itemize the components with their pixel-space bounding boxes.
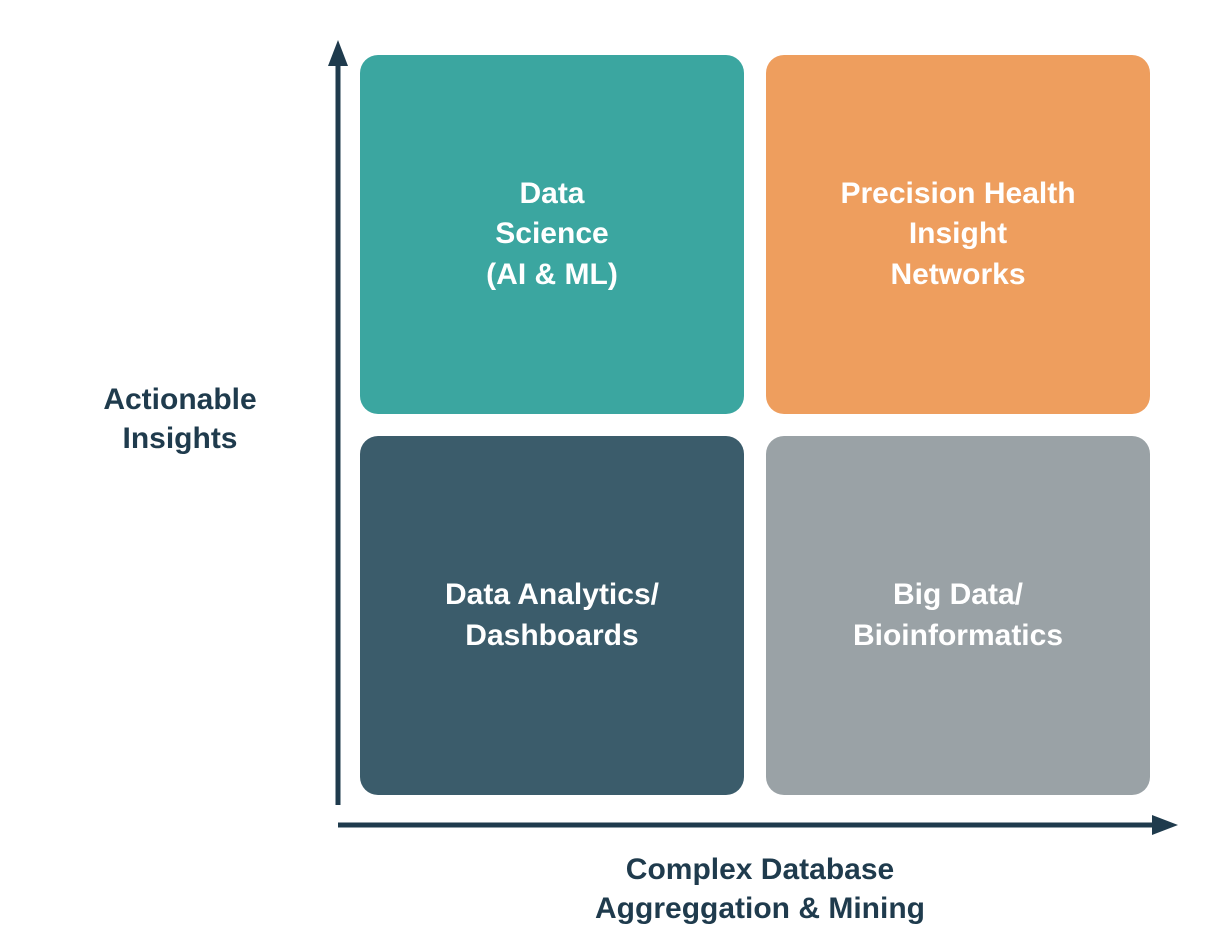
quadrant-bottom-left: Data Analytics/ Dashboards <box>360 436 744 795</box>
quadrant-grid: Data Science (AI & ML) Precision Health … <box>360 55 1150 795</box>
quadrant-bottom-right: Big Data/ Bioinformatics <box>766 436 1150 795</box>
y-axis-arrowhead-icon <box>328 40 348 66</box>
quadrant-top-left: Data Science (AI & ML) <box>360 55 744 414</box>
quadrant-top-right: Precision Health Insight Networks <box>766 55 1150 414</box>
x-axis-label: Complex Database Aggreggation & Mining <box>370 850 1150 928</box>
quadrant-diagram: Actionable Insights Complex Database Agg… <box>40 40 1190 920</box>
x-axis-arrowhead-icon <box>1152 815 1178 835</box>
y-axis-label: Actionable Insights <box>40 380 320 458</box>
